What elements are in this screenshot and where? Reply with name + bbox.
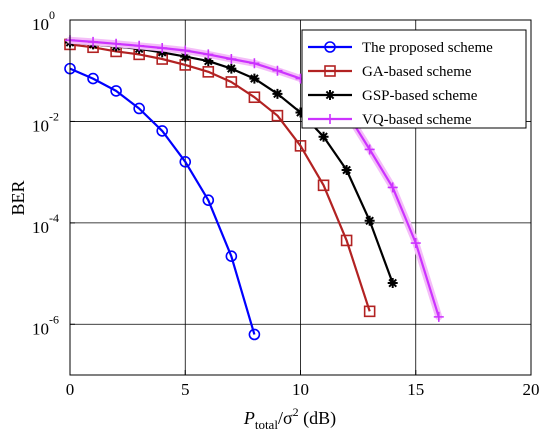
legend-label: GSP-based scheme <box>362 88 478 104</box>
data-point <box>180 45 191 56</box>
data-point <box>248 328 261 341</box>
data-point <box>157 43 168 54</box>
series-line <box>69 43 371 312</box>
y-tick-label: 10-4 <box>32 211 59 237</box>
data-point <box>110 85 122 97</box>
data-point <box>248 91 261 104</box>
data-point <box>180 51 191 62</box>
x-tick-label: 5 <box>181 380 190 399</box>
y-tick-label: 10-6 <box>32 312 59 338</box>
data-point <box>225 250 238 263</box>
data-point <box>87 72 99 85</box>
data-point <box>272 88 283 99</box>
legend-marker <box>324 41 336 53</box>
x-tick-label: 10 <box>292 380 309 399</box>
y-tick-label: 10-2 <box>32 109 59 135</box>
data-point <box>88 36 99 47</box>
data-point <box>318 131 329 142</box>
data-point <box>202 194 215 206</box>
data-point <box>111 38 122 49</box>
data-point <box>364 215 375 226</box>
data-point <box>133 102 145 115</box>
data-point <box>340 234 353 247</box>
legend-marker <box>325 114 335 124</box>
legend-label: The proposed scheme <box>362 40 493 56</box>
ticks: 0 5 10 15 20 100 10-2 10-4 10-6 <box>32 8 540 399</box>
data-point <box>156 125 168 137</box>
series-layer <box>64 35 444 341</box>
legend-marker <box>324 65 336 77</box>
data-point <box>387 182 398 193</box>
y-axis-label: BER <box>8 180 28 215</box>
legend-marker <box>325 90 335 100</box>
data-point <box>433 311 444 322</box>
data-point <box>226 54 237 65</box>
x-tick-label: 15 <box>407 380 424 399</box>
series-4 <box>65 35 444 322</box>
data-point <box>203 49 214 60</box>
data-point <box>363 305 376 318</box>
x-tick-label: 20 <box>523 380 540 399</box>
data-point <box>410 238 421 249</box>
legend: The proposed scheme GA-based scheme GSP-ba… <box>301 29 527 129</box>
x-axis-label: Ptotal/σ2 (dB) <box>243 405 336 432</box>
data-point <box>364 144 375 155</box>
legend-label: VQ-based scheme <box>362 112 472 128</box>
data-point <box>249 58 260 69</box>
data-point <box>295 107 306 118</box>
data-point <box>317 179 330 192</box>
data-point <box>271 109 284 122</box>
data-point <box>249 73 260 84</box>
data-point <box>341 165 352 176</box>
x-tick-label: 0 <box>66 380 75 399</box>
data-point <box>225 76 238 88</box>
legend-label: GA-based scheme <box>362 64 472 80</box>
series-line <box>69 67 256 335</box>
data-point <box>179 155 192 168</box>
data-point <box>203 56 214 67</box>
data-point <box>134 40 145 51</box>
data-point <box>272 65 283 76</box>
data-point <box>226 63 237 74</box>
data-point <box>387 278 398 289</box>
data-point <box>202 66 215 78</box>
data-point <box>294 140 307 152</box>
y-tick-label: 100 <box>32 8 55 34</box>
